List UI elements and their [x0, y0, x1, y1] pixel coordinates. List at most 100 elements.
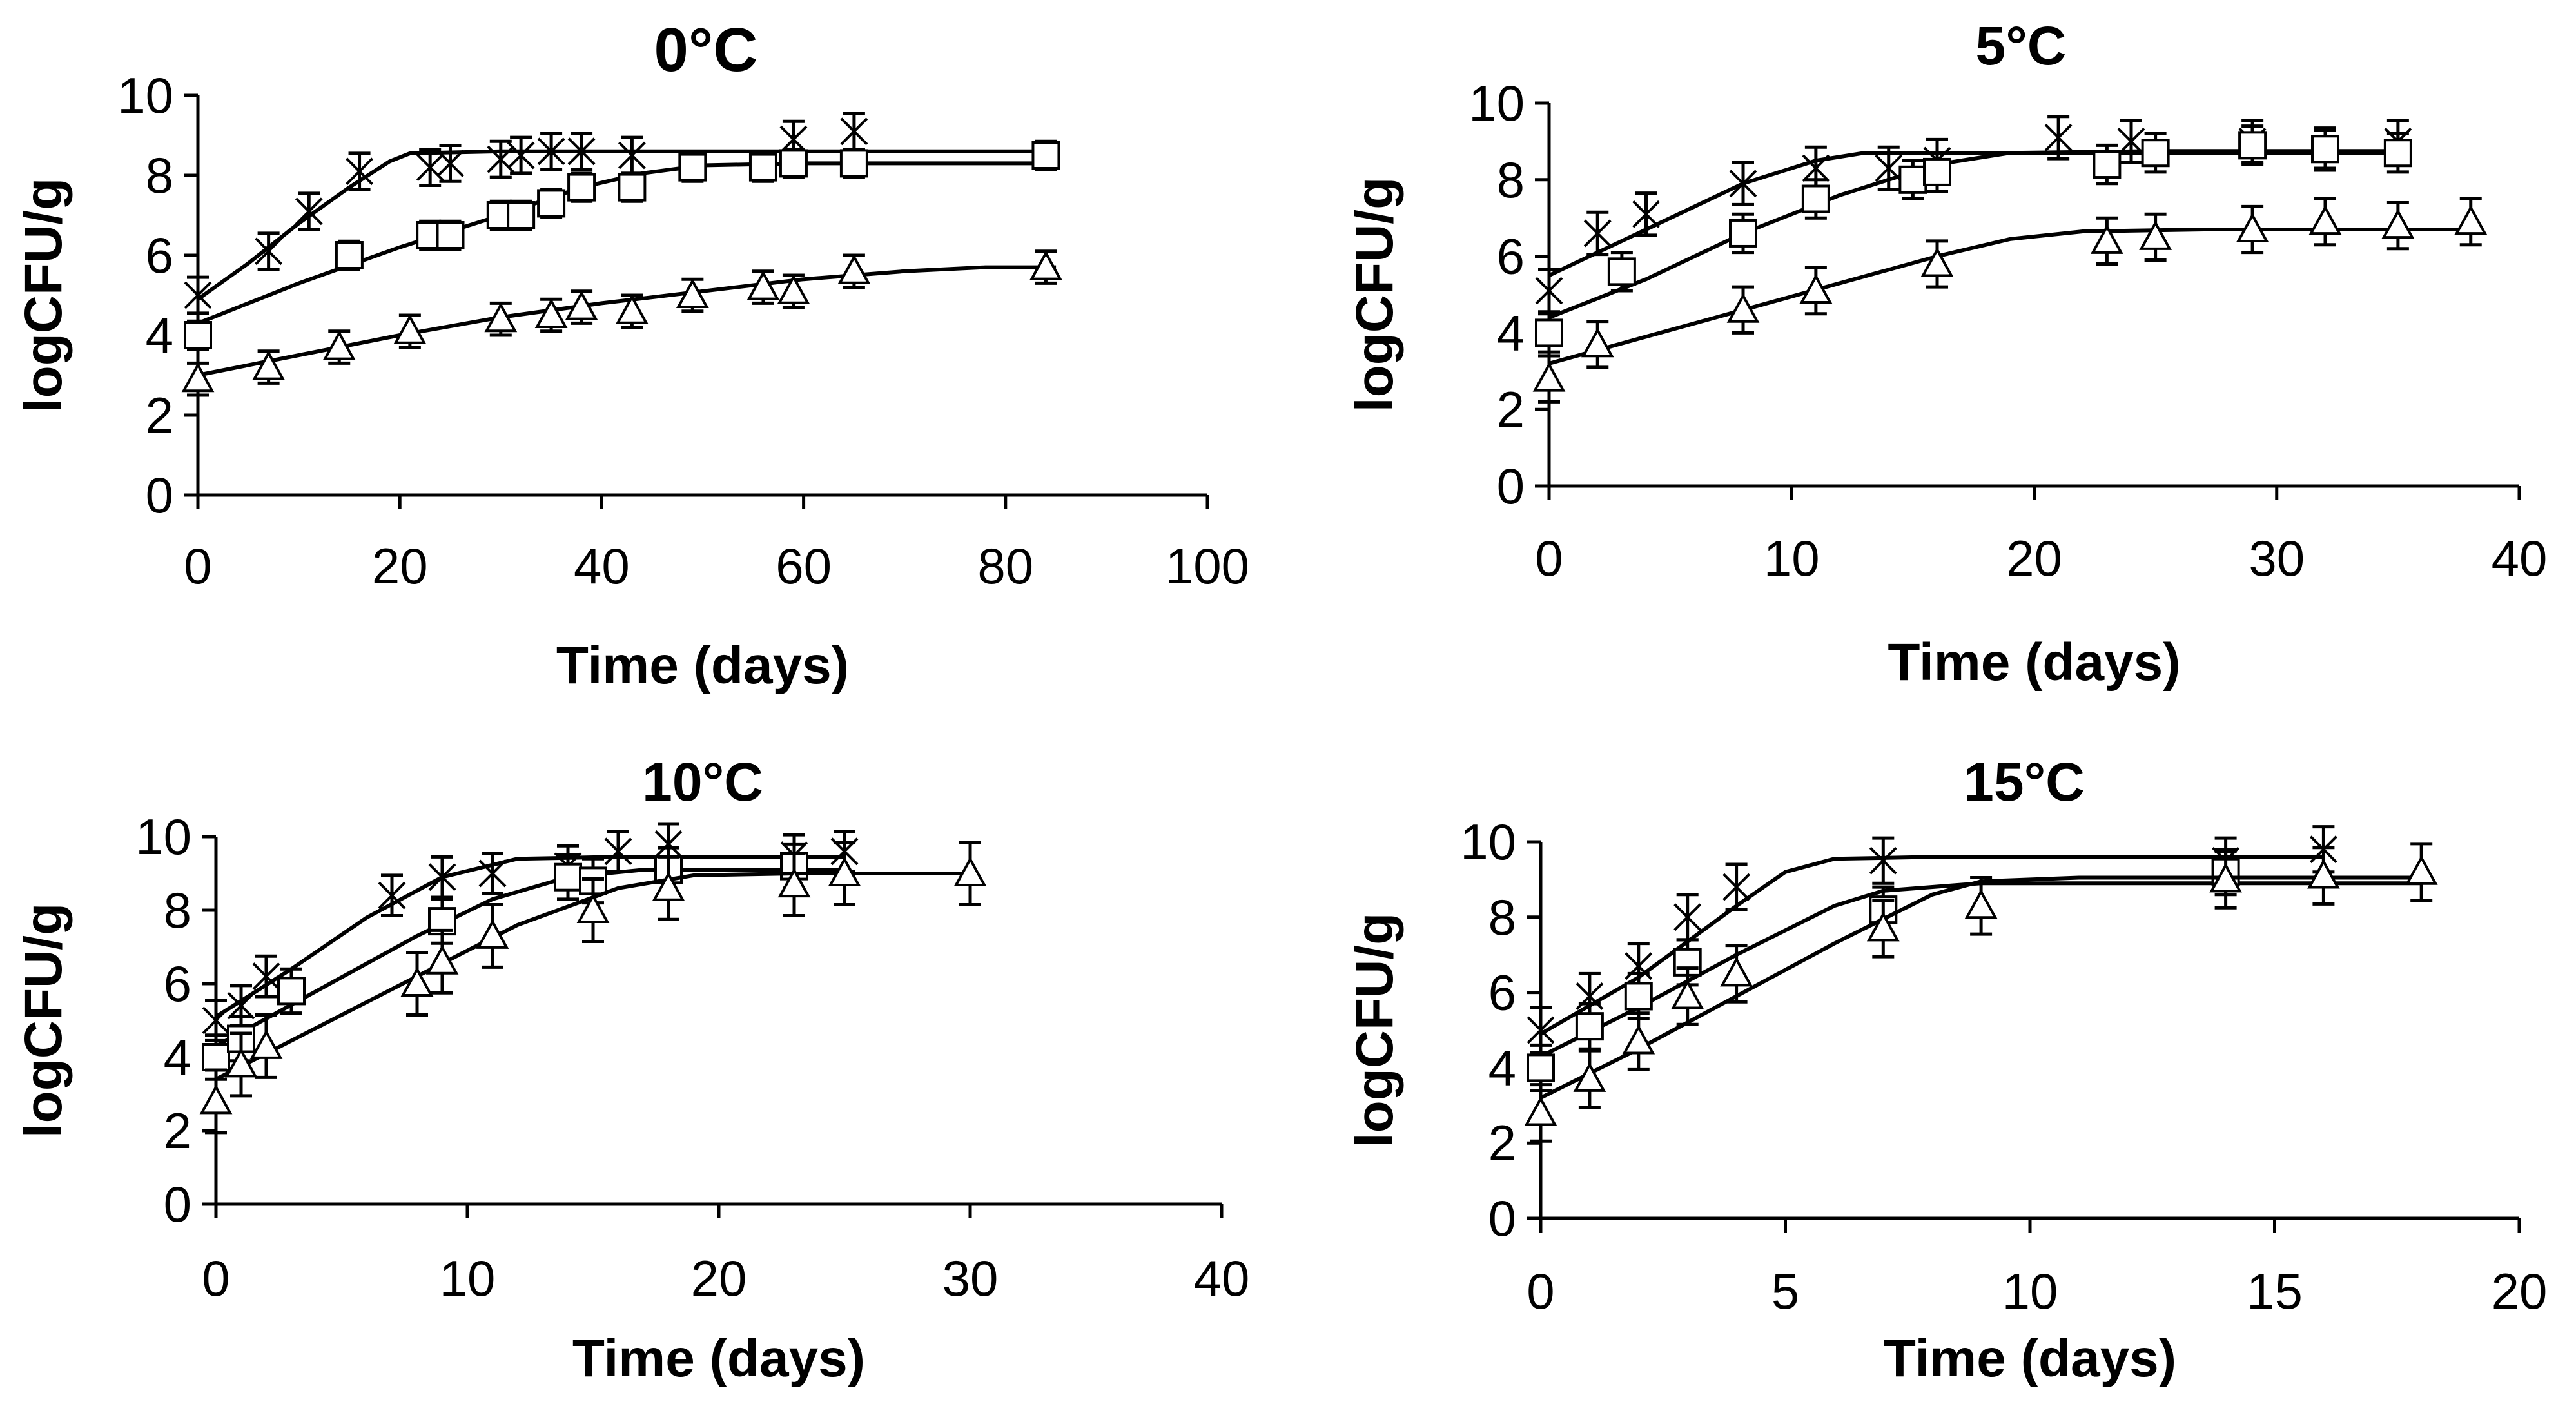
data-point-triangle [400, 951, 434, 1017]
data-point-triangle [2209, 850, 2242, 910]
data-point-triangle [615, 293, 649, 329]
y-tick-label: 0 [1497, 458, 1525, 514]
data-point-square [1923, 151, 1951, 193]
data-point-triangle [576, 877, 610, 943]
chart-5c: 5°C 0 2 4 6 8 10 0 10 20 30 40 Time (days) logCFU/g [1345, 15, 2547, 692]
triangle-marker [199, 1084, 233, 1115]
x-tick-label: 40 [574, 538, 630, 594]
y-tick-label: 0 [164, 1176, 191, 1233]
triangle-marker [2090, 224, 2123, 254]
x-tick-label: 10 [1764, 530, 1820, 587]
fit-line-triangle [1548, 228, 2471, 365]
square-marker [567, 173, 596, 202]
square-marker [2238, 131, 2267, 160]
triangle-marker [2405, 855, 2438, 885]
x-tick-label: 0 [1535, 530, 1563, 587]
data-point-triangle [1029, 249, 1062, 285]
x-tick-label: 0 [184, 538, 211, 594]
x-axis-label: Time (days) [572, 1329, 865, 1388]
data-point-triangle [1726, 285, 1760, 335]
triangle-marker [1573, 1062, 1606, 1092]
triangle-marker [1581, 327, 1614, 358]
y-tick-label: 8 [1488, 889, 1516, 946]
data-point-triangle [2405, 842, 2438, 902]
series-cross [1535, 115, 2412, 314]
square-marker [748, 153, 777, 182]
square-marker [335, 241, 364, 269]
triangle-marker [252, 350, 286, 380]
x-axis-label: Time (days) [556, 636, 849, 695]
data-point-square [567, 171, 596, 203]
y-tick-label: 4 [146, 307, 173, 364]
data-point-square [678, 151, 707, 183]
y-tick-label: 8 [146, 147, 173, 204]
data-point-square [2093, 143, 2122, 186]
series-square [1535, 124, 2412, 354]
x-tick-label: 0 [1527, 1263, 1554, 1320]
data-point-triangle [777, 273, 810, 309]
data-point-cross [1869, 836, 1897, 885]
triangle-marker [2236, 212, 2269, 243]
y-tick-label: 2 [1497, 381, 1525, 438]
data-point-cross [1875, 145, 1903, 191]
y-tick-label: 2 [146, 387, 173, 443]
data-point-cross [1535, 268, 1563, 314]
data-point-triangle [425, 928, 459, 995]
x-marker [1869, 846, 1897, 875]
square-marker [1923, 157, 1951, 186]
x-tick-label: 20 [2492, 1263, 2548, 1320]
x-marker [1527, 1016, 1555, 1044]
data-point-square [184, 319, 212, 351]
x-tick-label: 10 [440, 1250, 496, 1307]
series-triangle [1532, 197, 2488, 404]
x-marker [252, 962, 280, 991]
data-point-cross [487, 139, 515, 179]
x-marker [618, 141, 646, 170]
square-marker [1729, 219, 1757, 248]
x-marker [537, 137, 565, 166]
series-cross [184, 112, 1057, 315]
fit-line-triangle [215, 872, 970, 1081]
square-marker [2311, 135, 2339, 164]
data-point-cross [1722, 862, 1751, 911]
data-point-triangle [565, 289, 598, 325]
series-square [184, 139, 1060, 351]
triangle-marker [1029, 250, 1062, 280]
data-point-triangle [1799, 266, 1833, 316]
x-marker [295, 197, 323, 226]
data-point-square [2238, 124, 2267, 166]
data-point-triangle [828, 841, 861, 906]
data-point-triangle [1581, 320, 1614, 369]
series-triangle [199, 841, 987, 1135]
y-tick-label: 6 [146, 227, 173, 284]
triangle-marker [1964, 889, 1998, 919]
square-marker [537, 189, 566, 218]
triangle-marker [2308, 204, 2342, 235]
x-marker [1802, 154, 1830, 182]
x-tick-label: 20 [372, 538, 428, 594]
data-point-triangle [2381, 200, 2415, 251]
data-point-square [2311, 128, 2339, 170]
square-marker [1801, 184, 1830, 213]
triangle-marker [224, 1048, 258, 1078]
x-tick-label: 100 [1166, 538, 1249, 594]
x-tick-label: 20 [2006, 530, 2062, 587]
data-point-square [1031, 139, 1060, 171]
x-tick-label: 80 [977, 538, 1033, 594]
x-marker [378, 881, 406, 910]
x-marker [428, 863, 456, 892]
data-point-cross [618, 135, 646, 175]
data-point-cross [840, 112, 868, 151]
x-tick-label: 15 [2247, 1263, 2303, 1320]
x-tick-label: 40 [1194, 1250, 1250, 1307]
fit-line-triangle [197, 265, 1057, 377]
fit-line-square [1548, 149, 2398, 320]
triangle-marker [1524, 1096, 1557, 1126]
data-point-square [1575, 1002, 1604, 1051]
data-point-triangle [252, 349, 286, 385]
square-marker [1898, 165, 1927, 194]
y-tick-label: 6 [1497, 228, 1525, 285]
x-marker [436, 149, 464, 177]
